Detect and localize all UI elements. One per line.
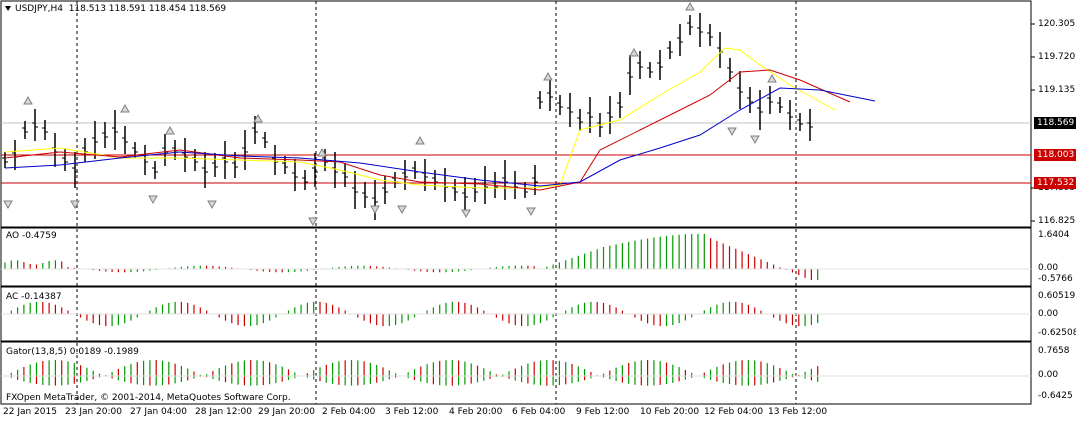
- gator-axis-bottom: -0.6425: [1038, 391, 1073, 401]
- gator-axis-top: 0.7658: [1038, 346, 1070, 356]
- time-axis-label: 12 Feb 04:00: [704, 407, 764, 417]
- ac-axis-top: 0.60519: [1038, 291, 1076, 301]
- price-bars: [2, 13, 813, 220]
- fractal-up-icon: [23, 95, 33, 105]
- ao-histogram: [4, 233, 819, 280]
- time-axis-label: 4 Feb 20:00: [449, 407, 503, 417]
- ac-axis-mid: 0.00: [1038, 309, 1059, 319]
- ohlc-values: 118.513 118.591 118.454 118.569: [68, 4, 227, 14]
- price-axis-label: 120.305: [1038, 19, 1076, 29]
- ao-axis-mid: 0.00: [1038, 263, 1059, 273]
- gator-axis-mid: 0.00: [1038, 370, 1059, 380]
- vertical-separators: [76, 1, 797, 404]
- fractal-down-icon: [370, 205, 380, 215]
- time-axis-label: 28 Jan 12:00: [195, 407, 252, 417]
- price-axis-label: 116.825: [1038, 216, 1076, 226]
- price-axis-label: 119.720: [1038, 52, 1076, 62]
- time-axis-label: 29 Jan 20:00: [258, 407, 315, 417]
- fractal-down-icon: [461, 209, 471, 219]
- support-price-tag: 117.532: [1034, 177, 1076, 189]
- fractal-down-icon: [3, 200, 13, 210]
- ao-label: AO -0.4759: [6, 231, 57, 241]
- fractal-down-icon: [70, 200, 80, 210]
- fractal-up-icon: [629, 47, 639, 57]
- current-price-tag: 118.569: [1034, 117, 1076, 129]
- fractal-markers: [3, 1, 777, 227]
- ac-axis-bottom: -0.62508: [1038, 328, 1076, 338]
- time-axis-label: 23 Jan 20:00: [65, 407, 122, 417]
- main-pane: [0, 0, 1032, 228]
- time-axis-label: 13 Feb 12:00: [768, 407, 828, 417]
- fractal-down-icon: [750, 135, 760, 145]
- time-axis-label: 6 Feb 04:00: [512, 407, 566, 417]
- dropdown-arrow-icon[interactable]: [5, 6, 11, 11]
- time-axis-label: 2 Feb 04:00: [322, 407, 376, 417]
- time-axis-label: 27 Jan 04:00: [130, 407, 187, 417]
- fractal-up-icon: [253, 113, 263, 123]
- symbol-header: USDJPY,H4 118.513 118.591 118.454 118.56…: [5, 4, 226, 15]
- ac-label: AC -0.14387: [6, 292, 62, 302]
- ma-blue-line: [4, 87, 876, 187]
- fractal-up-icon: [165, 125, 175, 135]
- fractal-down-icon: [397, 205, 407, 215]
- fractal-up-icon: [543, 71, 553, 81]
- fractal-down-icon: [148, 195, 158, 205]
- gator-pane: [0, 341, 1032, 405]
- ma-red-line: [4, 69, 851, 191]
- copyright-text: FXOpen MetaTrader, © 2001-2014, MetaQuot…: [6, 393, 291, 403]
- gator-label: Gator(13,8,5) 0.0189 -0.1989: [6, 347, 139, 357]
- fractal-up-icon: [120, 103, 130, 113]
- fractal-up-icon: [767, 73, 777, 83]
- resistance-price-tag: 118.003: [1034, 149, 1076, 161]
- fractal-down-icon: [727, 127, 737, 137]
- ao-axis-bottom: -0.5766: [1038, 274, 1073, 284]
- time-axis-label: 9 Feb 12:00: [576, 407, 630, 417]
- time-axis-label: 3 Feb 12:00: [385, 407, 439, 417]
- fractal-down-icon: [526, 207, 536, 217]
- symbol-timeframe: USDJPY,H4: [15, 4, 63, 14]
- price-axis-label: 119.135: [1038, 85, 1076, 95]
- gator-histogram: [10, 360, 819, 386]
- ma-yellow-line: [4, 47, 836, 189]
- fractal-up-icon: [317, 147, 327, 157]
- time-axis-label: 10 Feb 20:00: [640, 407, 700, 417]
- fractal-down-icon: [308, 217, 318, 227]
- ao-pane: [0, 227, 1032, 287]
- ao-axis-top: 1.6404: [1038, 230, 1070, 240]
- fractal-up-icon: [685, 1, 695, 11]
- time-axis-label: 22 Jan 2015: [3, 407, 57, 417]
- fractal-down-icon: [207, 200, 217, 210]
- fractal-up-icon: [415, 135, 425, 145]
